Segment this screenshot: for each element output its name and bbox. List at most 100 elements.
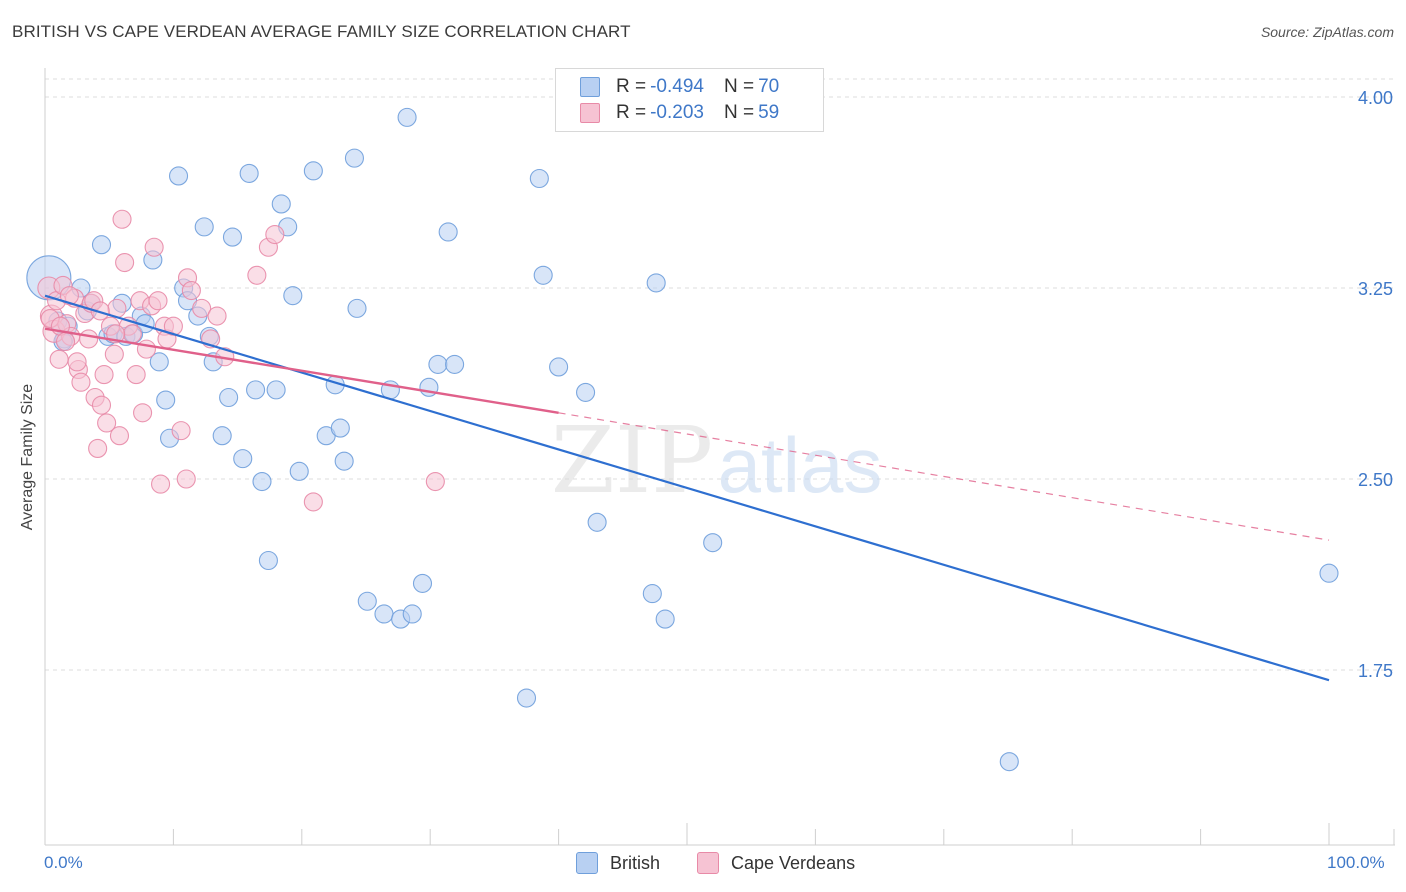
british-point <box>642 584 662 604</box>
british-point <box>412 573 433 593</box>
cape-verdean-point <box>59 286 79 306</box>
cape-verdean-point <box>126 365 146 385</box>
british-n-value: 70 <box>758 76 780 97</box>
british-point <box>149 352 169 372</box>
cape-verdean-point <box>97 413 117 433</box>
cape-verdean-point <box>115 252 135 273</box>
british-point <box>655 609 675 629</box>
cape-verdean-point <box>55 331 76 352</box>
cape-verdeans-legend-label: Cape Verdeans <box>731 852 856 873</box>
cape-verdeans-legend-swatch <box>697 852 719 874</box>
british-point <box>289 461 309 481</box>
y-tick-label: 4.00 <box>1358 88 1393 108</box>
cape-verdean-point <box>192 298 212 318</box>
british-point <box>283 286 303 306</box>
british-point <box>703 533 723 553</box>
british-point <box>357 591 377 611</box>
cape-r-value: -0.203 <box>650 102 704 123</box>
y-tick-labels: 1.75 2.50 3.25 4.00 <box>1358 88 1393 681</box>
british-point <box>529 168 549 189</box>
cape-verdean-point <box>151 474 171 494</box>
correlation-legend: R = -0.494 N = 70 R = -0.203 N = 59 <box>555 68 824 132</box>
british-point <box>1319 563 1339 583</box>
british-r-value: -0.494 <box>650 76 704 97</box>
cape-verdean-point <box>112 209 132 229</box>
cape-verdean-point <box>207 306 227 326</box>
data-points <box>26 107 1339 772</box>
cape-verdean-point <box>106 324 126 344</box>
x-tick-label-min: 0.0% <box>44 853 83 872</box>
british-swatch <box>580 77 600 97</box>
legend-item-british[interactable]: British <box>576 852 660 874</box>
cape-verdean-trend-extension <box>558 412 1330 541</box>
y-tick-label: 3.25 <box>1358 279 1393 299</box>
cape-n-value: 59 <box>758 102 780 123</box>
british-point <box>344 148 364 168</box>
trend-lines <box>44 294 1330 682</box>
cape-r-label: R = <box>616 102 647 123</box>
cape-verdean-trend-line <box>44 327 559 414</box>
cape-verdean-point <box>144 237 164 257</box>
british-point <box>646 273 666 293</box>
y-tick-label: 1.75 <box>1358 661 1393 681</box>
british-point <box>266 380 286 400</box>
british-legend-label: British <box>610 852 661 873</box>
british-point <box>303 161 323 181</box>
legend-item-cape-verdeans[interactable]: Cape Verdeans <box>697 852 855 874</box>
axes <box>44 68 1395 846</box>
watermark-zip: ZIP <box>551 407 713 514</box>
cape-verdean-point <box>109 426 130 446</box>
british-point <box>587 512 607 532</box>
british-point <box>374 604 394 624</box>
british-point <box>271 194 291 214</box>
british-n-label: N = <box>723 76 755 97</box>
source-note: Source: ZipAtlas.com <box>1260 24 1394 40</box>
cape-verdean-point <box>71 372 91 392</box>
british-point <box>194 217 214 237</box>
cape-verdean-point <box>265 224 285 245</box>
cape-verdean-point <box>104 344 124 364</box>
british-trend-line <box>44 294 1330 682</box>
cape-verdean-point <box>133 403 153 423</box>
british-point <box>533 265 553 285</box>
cape-verdean-point <box>136 339 156 359</box>
british-point <box>428 354 448 374</box>
british-point <box>156 390 176 410</box>
british-point <box>397 107 417 127</box>
y-tick-label: 2.50 <box>1358 470 1393 490</box>
british-point <box>246 380 266 400</box>
cape-verdean-point <box>148 291 168 311</box>
cape-verdean-point <box>171 421 191 441</box>
series-legend: British Cape Verdeans <box>0 852 1406 878</box>
british-point <box>168 166 189 186</box>
british-point <box>91 235 112 255</box>
cape-verdean-point <box>79 329 99 349</box>
british-point <box>222 227 243 247</box>
legend-row-cape-verdeans: R = -0.203 N = 59 <box>580 101 779 125</box>
british-point <box>576 382 596 402</box>
british-point <box>347 298 367 318</box>
cape-verdeans-swatch <box>580 103 600 123</box>
british-point <box>516 688 537 708</box>
british-point <box>402 604 422 624</box>
british-point <box>334 451 354 471</box>
british-r-label: R = <box>616 76 647 97</box>
watermark: ZIP atlas <box>551 407 882 514</box>
british-point <box>233 449 253 469</box>
british-point <box>252 471 272 492</box>
legend-row-british: R = -0.494 N = 70 <box>580 75 779 99</box>
cape-verdean-point <box>94 365 114 385</box>
british-point <box>212 426 232 446</box>
cape-verdean-point <box>303 492 323 512</box>
british-point <box>219 387 239 408</box>
x-tick-label-max: 100.0% <box>1327 853 1385 872</box>
cape-verdean-point <box>425 471 445 492</box>
british-point <box>549 357 569 377</box>
cape-verdean-point <box>88 438 108 458</box>
cape-verdean-point <box>49 349 69 369</box>
cape-verdean-point <box>247 265 267 285</box>
british-point <box>258 550 278 571</box>
british-legend-swatch <box>576 852 598 874</box>
cape-n-label: N = <box>723 102 755 123</box>
